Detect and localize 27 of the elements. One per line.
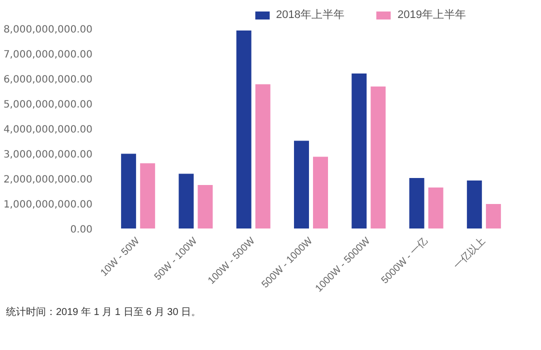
y-tick-label: 5,000,000,000.00 — [3, 100, 92, 110]
bar — [352, 74, 367, 228]
y-tick-label: 1,000,000,000.00 — [3, 200, 92, 210]
bar — [178, 174, 194, 228]
y-tick-label: 3,000,000,000.00 — [3, 150, 92, 160]
legend-label: 2019年上半年 — [397, 8, 466, 22]
bar — [313, 156, 328, 228]
bar — [236, 30, 252, 228]
bar — [486, 204, 501, 228]
y-tick-label: 0.00 — [70, 224, 92, 236]
text: 统计时间：2019 年 1 月 1 日至 6 月 30 日。 — [6, 306, 202, 320]
bar — [294, 140, 309, 228]
bar — [409, 178, 424, 228]
bar — [428, 188, 444, 228]
bar — [121, 154, 136, 228]
legend-label: 2018年上半年 — [276, 8, 344, 22]
bar — [198, 185, 213, 228]
bar — [140, 163, 156, 228]
bar — [370, 86, 386, 228]
y-tick-label: 4,000,000,000.00 — [3, 124, 92, 136]
y-tick-label: 8,000,000,000.00 — [3, 24, 92, 36]
y-tick-label: 6,000,000,000.00 — [3, 74, 92, 86]
y-tick-label: 2,000,000,000.00 — [3, 174, 92, 186]
y-tick-label: 7,000,000,000.00 — [3, 50, 92, 60]
x-tick-label: 一亿以上 — [451, 234, 488, 272]
bar — [255, 84, 270, 228]
bar — [466, 180, 482, 228]
